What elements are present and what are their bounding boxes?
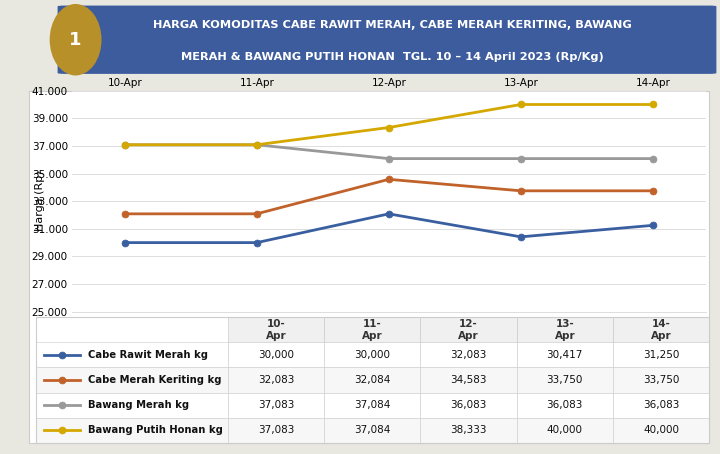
Text: MERAH & BAWANG PUTIH HONAN  TGL. 10 – 14 April 2023 (Rp/Kg): MERAH & BAWANG PUTIH HONAN TGL. 10 – 14 …: [181, 52, 604, 62]
Text: HARGA KOMODITAS CABE RAWIT MERAH, CABE MERAH KERITING, BAWANG: HARGA KOMODITAS CABE RAWIT MERAH, CABE M…: [153, 20, 631, 30]
FancyBboxPatch shape: [29, 91, 709, 443]
Ellipse shape: [50, 4, 102, 75]
Text: 1: 1: [69, 31, 82, 49]
FancyBboxPatch shape: [58, 5, 716, 74]
Text: Harga (Rp): Harga (Rp): [35, 171, 45, 232]
